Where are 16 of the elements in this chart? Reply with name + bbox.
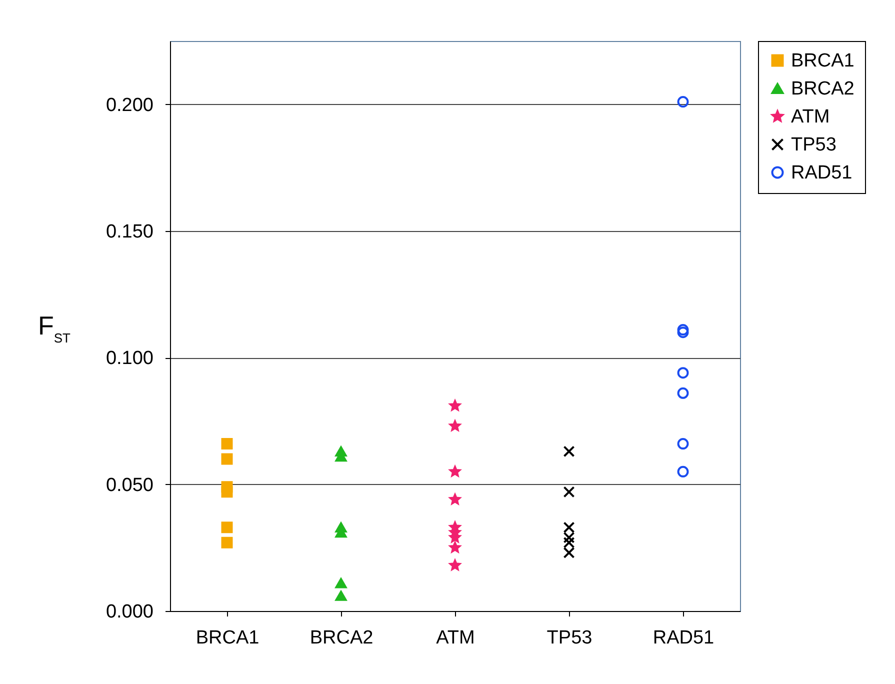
legend-label: TP53 <box>791 134 836 156</box>
y-tick-label: 0.100 <box>106 348 154 370</box>
x-tick-label: BRCA2 <box>310 628 374 648</box>
x-tick-label: TP53 <box>546 628 592 648</box>
y-tick-label: 0.150 <box>106 222 154 242</box>
legend-label: BRCA1 <box>791 50 854 72</box>
x-tick-label: RAD51 <box>652 628 714 648</box>
legend-label: ATM <box>791 106 830 128</box>
legend-label: BRCA2 <box>791 78 854 100</box>
y-tick-label: 0.200 <box>106 94 154 116</box>
y-tick-label: 0.000 <box>106 602 154 622</box>
y-tick-label: 0.050 <box>106 474 154 496</box>
x-tick-label: BRCA1 <box>196 628 260 648</box>
x-tick-label: ATM <box>436 628 475 648</box>
y-axis-title: F$_{ST}$ <box>38 310 71 345</box>
legend-label: RAD51 <box>791 162 852 184</box>
